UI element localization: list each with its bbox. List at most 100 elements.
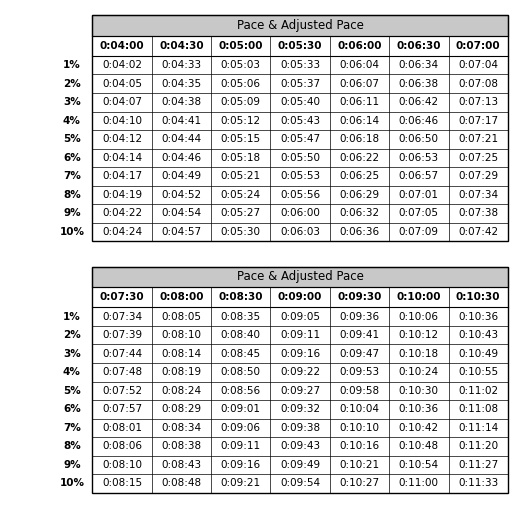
Text: 6%: 6% (63, 153, 81, 163)
Text: 0:06:07: 0:06:07 (340, 79, 380, 89)
Text: 0:09:27: 0:09:27 (280, 386, 320, 396)
Text: 0:06:14: 0:06:14 (340, 116, 380, 126)
Text: 0:09:21: 0:09:21 (221, 479, 261, 489)
Text: 0:10:49: 0:10:49 (458, 348, 498, 359)
Text: 0:09:16: 0:09:16 (280, 348, 320, 359)
Text: 0:05:53: 0:05:53 (280, 171, 320, 181)
Text: 0:11:00: 0:11:00 (399, 479, 439, 489)
Text: 0:04:30: 0:04:30 (159, 41, 204, 51)
Text: 0:10:10: 0:10:10 (340, 423, 380, 433)
Text: 0:06:34: 0:06:34 (399, 60, 439, 70)
Text: 0:07:38: 0:07:38 (458, 208, 498, 218)
Text: 0:08:43: 0:08:43 (162, 460, 202, 470)
Text: 0:05:18: 0:05:18 (221, 153, 261, 163)
Text: 0:06:38: 0:06:38 (399, 79, 439, 89)
Text: 0:04:35: 0:04:35 (162, 79, 202, 89)
Text: 0:05:33: 0:05:33 (280, 60, 320, 70)
Text: 0:08:30: 0:08:30 (219, 292, 263, 302)
Text: 2%: 2% (63, 79, 81, 89)
Text: 7%: 7% (63, 423, 81, 433)
Text: 0:04:41: 0:04:41 (162, 116, 202, 126)
Text: 0:08:10: 0:08:10 (102, 460, 142, 470)
Text: 0:05:15: 0:05:15 (221, 134, 261, 144)
Text: 0:10:12: 0:10:12 (399, 330, 439, 340)
Text: 0:10:36: 0:10:36 (458, 312, 498, 322)
Text: 0:04:02: 0:04:02 (102, 60, 142, 70)
Text: 0:10:27: 0:10:27 (340, 479, 380, 489)
Text: 0:10:54: 0:10:54 (399, 460, 439, 470)
Text: 0:08:50: 0:08:50 (221, 367, 261, 377)
Text: 4%: 4% (63, 367, 81, 377)
Text: 0:04:10: 0:04:10 (102, 116, 142, 126)
Text: 0:06:50: 0:06:50 (399, 134, 439, 144)
Text: 0:04:07: 0:04:07 (102, 97, 142, 107)
Text: 0:10:16: 0:10:16 (340, 441, 380, 452)
Text: 3%: 3% (63, 348, 81, 359)
Text: 0:07:48: 0:07:48 (102, 367, 142, 377)
Text: 0:07:17: 0:07:17 (458, 116, 498, 126)
Text: 0:09:38: 0:09:38 (280, 423, 320, 433)
Bar (92, 267, 508, 287)
Text: 0:06:04: 0:06:04 (340, 60, 380, 70)
Text: 0:05:06: 0:05:06 (221, 79, 261, 89)
Text: 0:09:47: 0:09:47 (340, 348, 380, 359)
Text: 0:09:43: 0:09:43 (280, 441, 320, 452)
Text: 0:05:27: 0:05:27 (221, 208, 261, 218)
Text: 1%: 1% (63, 60, 81, 70)
Text: 7%: 7% (63, 171, 81, 181)
Text: 0:10:30: 0:10:30 (456, 292, 501, 302)
Text: 0:10:00: 0:10:00 (397, 292, 441, 302)
Text: 1%: 1% (63, 312, 81, 322)
Text: 0:11:20: 0:11:20 (458, 441, 498, 452)
Text: 0:04:52: 0:04:52 (162, 190, 202, 200)
Text: 0:10:24: 0:10:24 (399, 367, 439, 377)
Text: 5%: 5% (63, 134, 81, 144)
Text: 4%: 4% (63, 116, 81, 126)
Text: 0:07:39: 0:07:39 (102, 330, 142, 340)
Text: 0:08:38: 0:08:38 (162, 441, 202, 452)
Text: Pace & Adjusted Pace: Pace & Adjusted Pace (236, 19, 364, 32)
Text: 10%: 10% (60, 227, 84, 237)
Text: 0:08:48: 0:08:48 (162, 479, 202, 489)
Text: 0:08:14: 0:08:14 (162, 348, 202, 359)
Text: 0:10:48: 0:10:48 (399, 441, 439, 452)
Text: 0:10:42: 0:10:42 (399, 423, 439, 433)
Text: 0:08:10: 0:08:10 (162, 330, 202, 340)
Text: 0:09:16: 0:09:16 (221, 460, 261, 470)
Bar (92, 15, 508, 36)
Text: 0:11:33: 0:11:33 (458, 479, 498, 489)
Text: 0:08:40: 0:08:40 (221, 330, 261, 340)
Text: 0:09:53: 0:09:53 (340, 367, 380, 377)
Text: 0:05:37: 0:05:37 (280, 79, 320, 89)
Text: 0:07:30: 0:07:30 (100, 292, 144, 302)
Text: 0:10:04: 0:10:04 (340, 404, 380, 415)
Text: 0:05:43: 0:05:43 (280, 116, 320, 126)
Text: 0:04:54: 0:04:54 (162, 208, 202, 218)
Text: 0:09:36: 0:09:36 (340, 312, 380, 322)
Text: 0:07:42: 0:07:42 (458, 227, 498, 237)
Text: 0:06:30: 0:06:30 (397, 41, 441, 51)
Text: 0:07:13: 0:07:13 (458, 97, 498, 107)
Text: 0:10:18: 0:10:18 (399, 348, 439, 359)
Text: 0:08:19: 0:08:19 (162, 367, 202, 377)
Text: 0:07:52: 0:07:52 (102, 386, 142, 396)
Text: 0:08:35: 0:08:35 (221, 312, 261, 322)
Text: 0:08:45: 0:08:45 (221, 348, 261, 359)
Text: 5%: 5% (63, 386, 81, 396)
Text: 0:08:15: 0:08:15 (102, 479, 142, 489)
Text: 0:07:01: 0:07:01 (399, 190, 439, 200)
Text: 6%: 6% (63, 404, 81, 415)
Text: 0:05:47: 0:05:47 (280, 134, 320, 144)
Text: 0:04:05: 0:04:05 (102, 79, 142, 89)
Text: 0:11:02: 0:11:02 (458, 386, 498, 396)
Text: 0:06:22: 0:06:22 (340, 153, 380, 163)
Text: 10%: 10% (60, 479, 84, 489)
Text: 0:07:09: 0:07:09 (399, 227, 439, 237)
Text: 0:07:05: 0:07:05 (399, 208, 439, 218)
Text: 0:04:22: 0:04:22 (102, 208, 142, 218)
Text: 0:05:03: 0:05:03 (221, 60, 261, 70)
Text: 0:09:06: 0:09:06 (221, 423, 261, 433)
Text: 0:04:38: 0:04:38 (162, 97, 202, 107)
Text: 0:07:34: 0:07:34 (458, 190, 498, 200)
Text: 0:08:00: 0:08:00 (159, 292, 204, 302)
